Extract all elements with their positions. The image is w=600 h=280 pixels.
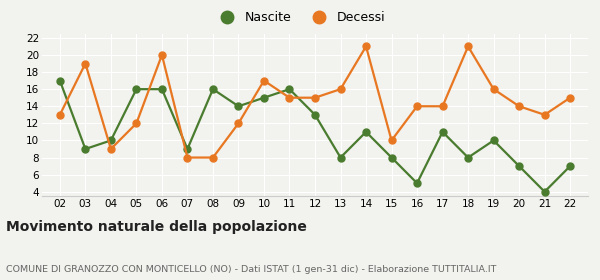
Nascite [566, 164, 574, 168]
Decessi [311, 96, 319, 99]
Nascite [388, 156, 395, 159]
Line: Nascite: Nascite [56, 77, 574, 195]
Nascite [311, 113, 319, 116]
Decessi [541, 113, 548, 116]
Decessi [464, 45, 472, 48]
Nascite [56, 79, 64, 82]
Decessi [286, 96, 293, 99]
Decessi [388, 139, 395, 142]
Text: COMUNE DI GRANOZZO CON MONTICELLO (NO) - Dati ISTAT (1 gen-31 dic) - Elaborazion: COMUNE DI GRANOZZO CON MONTICELLO (NO) -… [6, 265, 496, 274]
Decessi [362, 45, 370, 48]
Decessi [337, 87, 344, 91]
Line: Decessi: Decessi [56, 43, 574, 161]
Nascite [107, 139, 115, 142]
Nascite [133, 87, 140, 91]
Nascite [439, 130, 446, 134]
Legend: Nascite, Decessi: Nascite, Decessi [210, 6, 390, 29]
Decessi [490, 87, 497, 91]
Decessi [133, 122, 140, 125]
Nascite [184, 147, 191, 151]
Nascite [158, 87, 166, 91]
Decessi [56, 113, 64, 116]
Nascite [413, 181, 421, 185]
Text: Movimento naturale della popolazione: Movimento naturale della popolazione [6, 220, 307, 234]
Nascite [82, 147, 89, 151]
Decessi [260, 79, 268, 82]
Decessi [413, 104, 421, 108]
Decessi [235, 122, 242, 125]
Decessi [107, 147, 115, 151]
Decessi [184, 156, 191, 159]
Decessi [515, 104, 523, 108]
Decessi [209, 156, 217, 159]
Nascite [515, 164, 523, 168]
Nascite [337, 156, 344, 159]
Decessi [158, 53, 166, 57]
Nascite [490, 139, 497, 142]
Nascite [464, 156, 472, 159]
Nascite [235, 104, 242, 108]
Decessi [566, 96, 574, 99]
Nascite [209, 87, 217, 91]
Nascite [260, 96, 268, 99]
Decessi [82, 62, 89, 65]
Nascite [362, 130, 370, 134]
Nascite [286, 87, 293, 91]
Nascite [541, 190, 548, 193]
Decessi [439, 104, 446, 108]
